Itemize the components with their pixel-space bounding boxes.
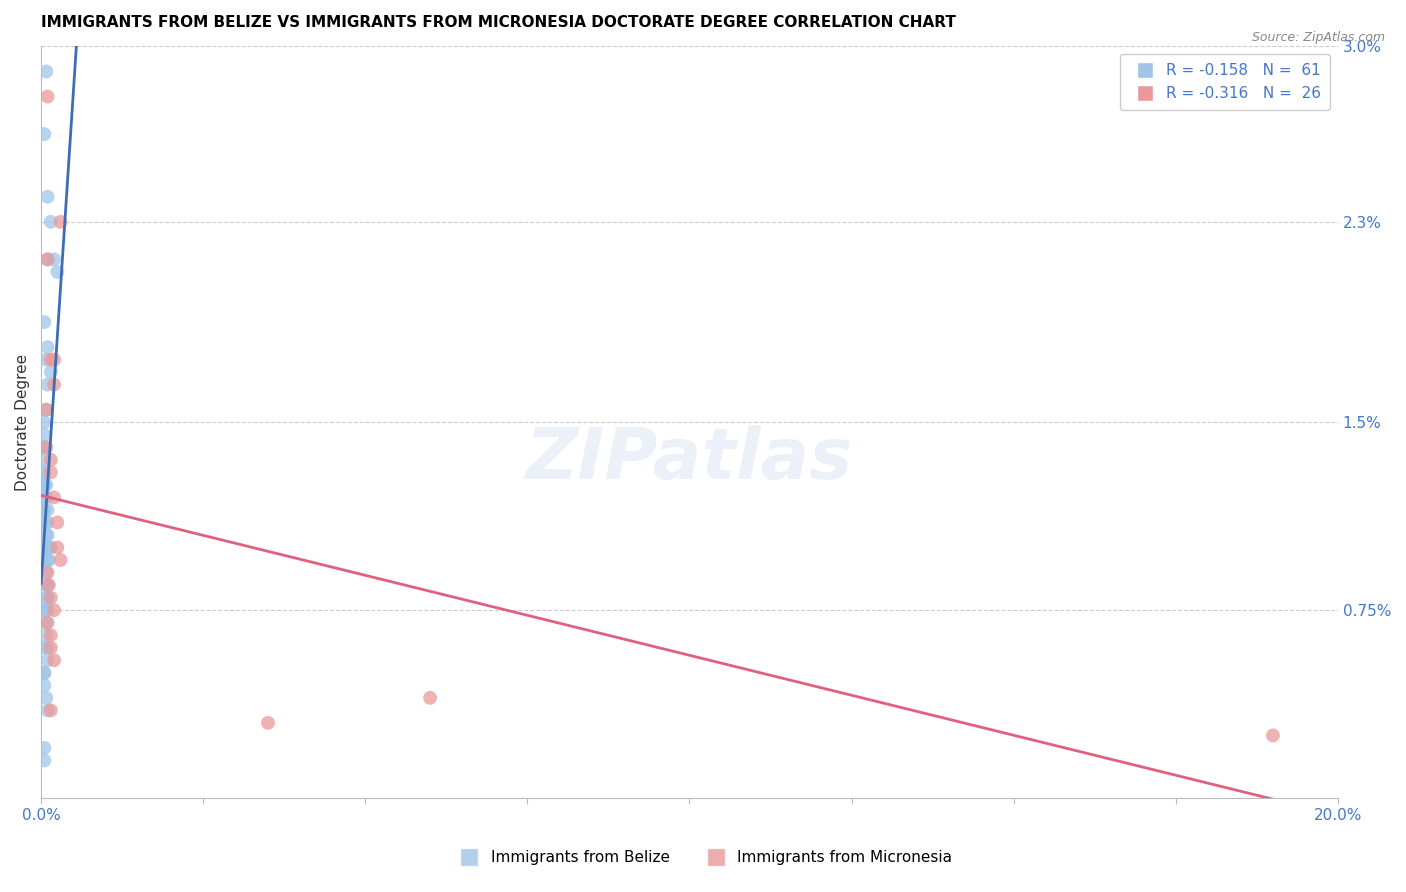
- Point: [32, 440, 55, 454]
- Point: [38, 553, 60, 567]
- Point: [35, 491, 58, 505]
- Point: [34, 678, 56, 692]
- Point: [39, 466, 62, 480]
- Point: [34, 427, 56, 442]
- Point: [39, 541, 62, 555]
- Point: [39, 703, 62, 717]
- Text: ZIPatlas: ZIPatlas: [526, 425, 853, 494]
- Point: [34, 754, 56, 768]
- Point: [42, 252, 65, 267]
- Point: [34, 603, 56, 617]
- Point: [37, 640, 59, 655]
- Point: [37, 615, 59, 630]
- Point: [34, 127, 56, 141]
- Point: [34, 478, 56, 492]
- Point: [37, 703, 59, 717]
- Point: [35, 628, 58, 642]
- Point: [37, 503, 59, 517]
- Point: [35, 615, 58, 630]
- Point: [37, 190, 59, 204]
- Point: [42, 377, 65, 392]
- Point: [37, 528, 59, 542]
- Point: [37, 541, 59, 555]
- Point: [38, 578, 60, 592]
- Point: [34, 665, 56, 680]
- Point: [39, 215, 62, 229]
- Point: [34, 503, 56, 517]
- Point: [39, 453, 62, 467]
- Text: IMMIGRANTS FROM BELIZE VS IMMIGRANTS FROM MICRONESIA DOCTORATE DEGREE CORRELATIO: IMMIGRANTS FROM BELIZE VS IMMIGRANTS FRO…: [41, 15, 956, 30]
- Point: [32, 503, 55, 517]
- Legend: R = -0.158   N =  61, R = -0.316   N =  26: R = -0.158 N = 61, R = -0.316 N = 26: [1121, 54, 1330, 110]
- Point: [37, 591, 59, 605]
- Point: [37, 603, 59, 617]
- Point: [42, 653, 65, 667]
- Point: [34, 491, 56, 505]
- Point: [39, 640, 62, 655]
- Point: [34, 640, 56, 655]
- Point: [35, 566, 58, 580]
- Point: [35, 64, 58, 78]
- Point: [34, 466, 56, 480]
- Point: [42, 352, 65, 367]
- Point: [39, 352, 62, 367]
- Point: [37, 377, 59, 392]
- Point: [39, 365, 62, 379]
- Point: [38, 541, 60, 555]
- Point: [35, 578, 58, 592]
- Point: [35, 591, 58, 605]
- Point: [34, 440, 56, 454]
- Point: [419, 690, 441, 705]
- Point: [37, 578, 59, 592]
- Point: [37, 541, 59, 555]
- Point: [257, 715, 280, 730]
- Point: [37, 516, 59, 530]
- Point: [35, 553, 58, 567]
- Point: [35, 603, 58, 617]
- Point: [37, 566, 59, 580]
- Point: [46, 541, 69, 555]
- Point: [32, 466, 55, 480]
- Point: [34, 665, 56, 680]
- Point: [35, 402, 58, 417]
- Point: [49, 215, 72, 229]
- Point: [1261, 728, 1284, 742]
- Point: [34, 478, 56, 492]
- Point: [35, 440, 58, 454]
- Point: [42, 491, 65, 505]
- Point: [37, 89, 59, 103]
- Point: [37, 252, 59, 267]
- Point: [37, 553, 59, 567]
- Point: [32, 516, 55, 530]
- Point: [49, 553, 72, 567]
- Point: [37, 340, 59, 354]
- Point: [46, 516, 69, 530]
- Point: [37, 653, 59, 667]
- Point: [34, 315, 56, 329]
- Point: [35, 402, 58, 417]
- Point: [34, 741, 56, 756]
- Legend: Immigrants from Belize, Immigrants from Micronesia: Immigrants from Belize, Immigrants from …: [449, 844, 957, 871]
- Point: [35, 516, 58, 530]
- Point: [32, 453, 55, 467]
- Point: [42, 603, 65, 617]
- Y-axis label: Doctorate Degree: Doctorate Degree: [15, 354, 30, 491]
- Point: [37, 252, 59, 267]
- Point: [35, 478, 58, 492]
- Point: [35, 352, 58, 367]
- Point: [46, 265, 69, 279]
- Point: [34, 491, 56, 505]
- Point: [34, 415, 56, 429]
- Point: [39, 591, 62, 605]
- Point: [35, 528, 58, 542]
- Point: [39, 628, 62, 642]
- Point: [35, 690, 58, 705]
- Text: Source: ZipAtlas.com: Source: ZipAtlas.com: [1251, 31, 1385, 45]
